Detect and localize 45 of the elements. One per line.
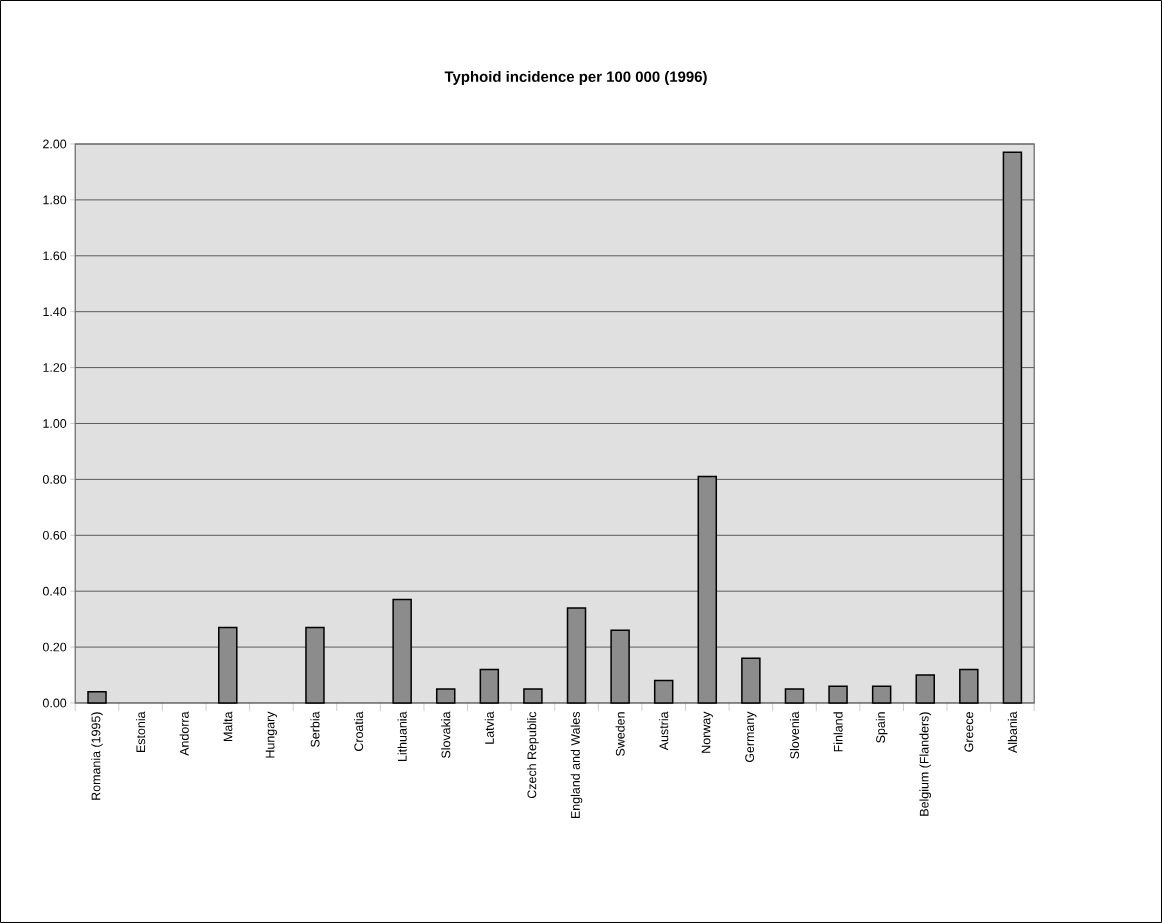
- x-tick-label: Slovakia: [441, 711, 451, 759]
- y-tick-label: 0.60: [42, 530, 67, 540]
- x-tick-label: Latvia: [484, 711, 494, 744]
- y-tick-label: 1.00: [43, 419, 67, 428]
- x-tick-label: Hungary: [265, 711, 277, 758]
- y-tick-label: 1.80: [43, 195, 67, 205]
- x-tick-label: Malta: [223, 711, 233, 741]
- y-tick-label: 0.00: [42, 698, 67, 708]
- bar: [741, 657, 761, 704]
- x-tick-label: Croatia: [353, 711, 364, 752]
- x-tick-label: Serbia: [310, 711, 320, 747]
- bar: [435, 688, 456, 704]
- x-tick-label: Spain: [875, 712, 888, 743]
- bar: [784, 688, 805, 704]
- y-tick-label: 2.00: [43, 139, 67, 149]
- bar: [828, 685, 848, 704]
- x-tick-label: Lithuania: [397, 711, 407, 762]
- x-tick-label: Germany: [745, 711, 757, 763]
- x-tick-label: Norway: [701, 711, 713, 753]
- x-tick-label: Romania (1995): [91, 712, 103, 800]
- x-tick-label: Austria: [659, 711, 669, 751]
- y-tick-label: 0.20: [42, 642, 67, 652]
- x-tick-label: Albania: [1007, 711, 1017, 754]
- bar: [871, 685, 892, 704]
- y-tick-label: 0.80: [42, 474, 67, 484]
- x-tick-label: Greece: [964, 712, 974, 752]
- y-tick-label: 1.40: [43, 307, 67, 317]
- bar: [653, 679, 674, 704]
- bar: [915, 674, 935, 704]
- y-tick-label: 1.20: [43, 363, 67, 372]
- y-tick-label: 1.60: [43, 251, 67, 261]
- x-tick-label: Belgium (Flanders): [919, 712, 932, 816]
- x-tick-label: England and Wales: [570, 711, 583, 819]
- y-tick-label: 0.40: [42, 586, 67, 596]
- bar: [479, 668, 500, 704]
- x-tick-label: Slovenia: [789, 711, 800, 759]
- chart-title: Typhoid incidence per 100 000 (1996): [444, 71, 707, 85]
- x-tick-label: Finland: [833, 712, 843, 752]
- x-tick-label: Andorra: [179, 711, 189, 756]
- bar: [523, 688, 543, 704]
- x-tick-label: Sweden: [615, 712, 625, 756]
- x-tick-label: Czech Republic: [527, 711, 539, 799]
- x-tick-label: Estonia: [136, 711, 146, 753]
- bar: [87, 691, 107, 704]
- bar: [959, 668, 979, 704]
